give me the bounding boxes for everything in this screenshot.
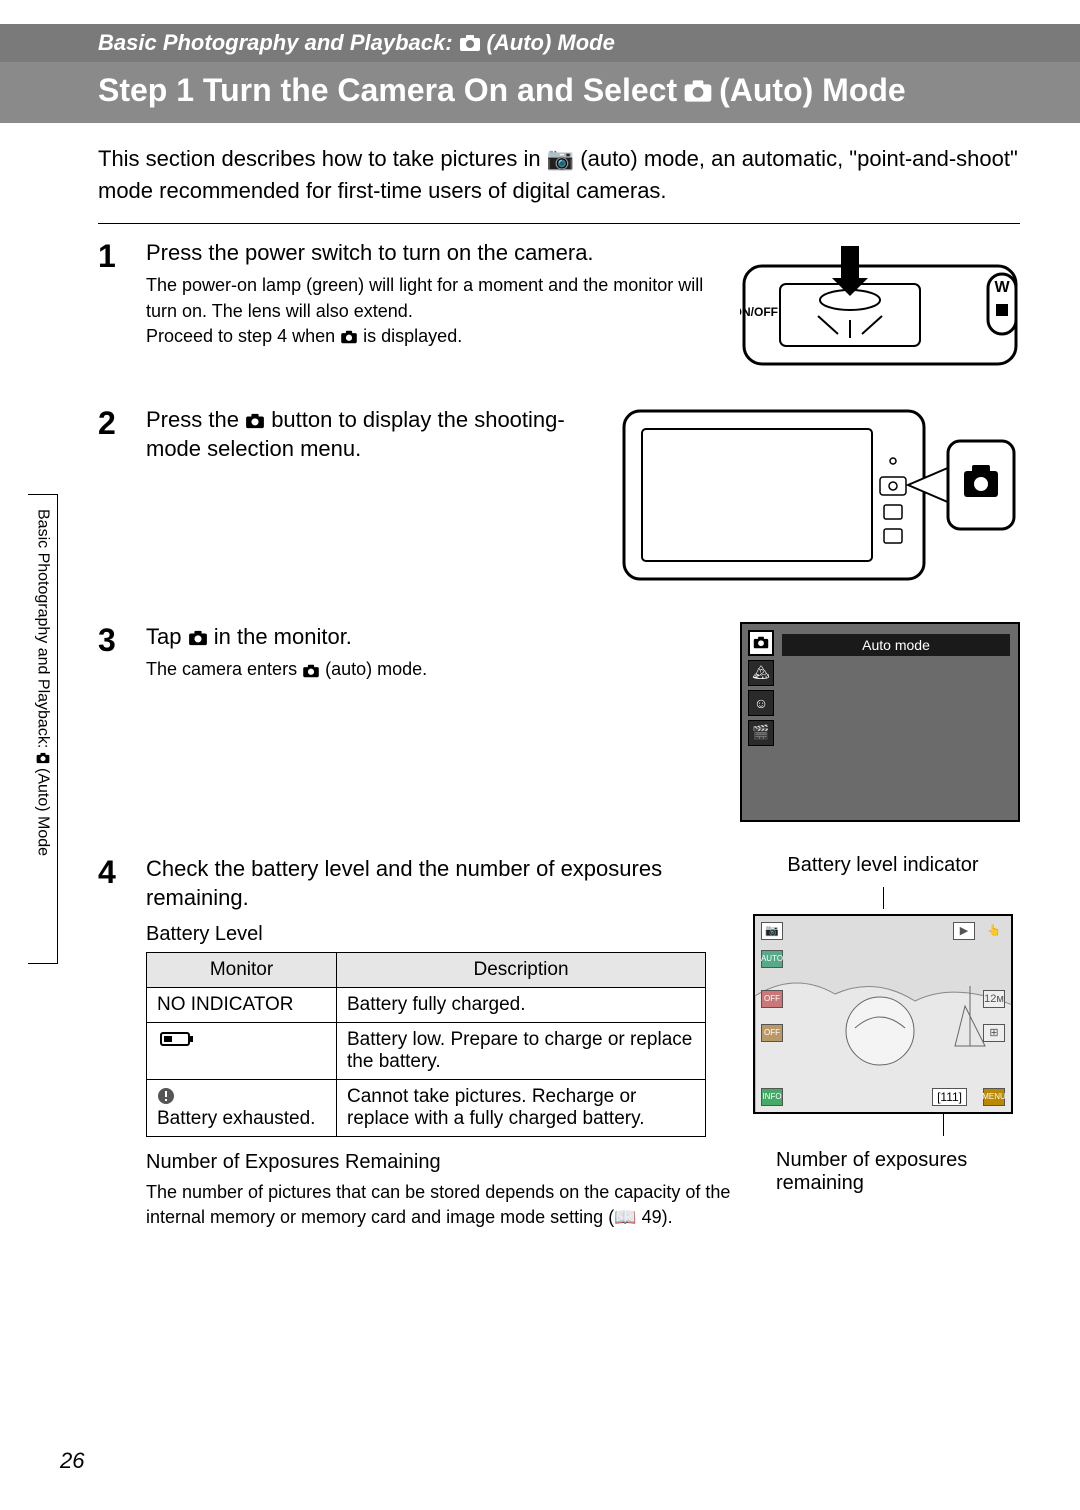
camera-screen: 📷 ▶ 👆 AUTO OFF OFF INFO ⊞ 12м MENU [111]	[753, 914, 1013, 1114]
step-3-illustration: 🏔 ☺ 🎬 Auto mode	[740, 622, 1020, 822]
exposures-remaining-label: Number of exposures remaining	[776, 1149, 1020, 1195]
desc-pre: Proceed to step 4 when	[146, 326, 335, 346]
mode-movie-icon: 🎬	[748, 720, 774, 746]
step-desc: The power-on lamp (green) will light for…	[146, 273, 726, 323]
content-area: This section describes how to take pictu…	[0, 123, 1080, 1249]
monitor-screen: 🏔 ☺ 🎬 Auto mode	[740, 622, 1020, 822]
screen-size-icon: 12м	[983, 990, 1005, 1008]
camera-icon	[245, 413, 265, 429]
step-2-illustration	[620, 405, 1020, 590]
screen-camera-icon: 📷	[761, 922, 783, 940]
step-desc: The camera enters (auto) mode.	[146, 657, 726, 682]
step-3: 3 Tap in the monitor. The camera enters …	[98, 608, 1020, 840]
screen-continuous-icon: ⊞	[983, 1024, 1005, 1042]
step-number: 4	[98, 854, 132, 888]
screen-off2-badge: OFF	[761, 1024, 783, 1042]
mode-banner: Auto mode	[782, 634, 1010, 656]
onoff-label: ON/OFF	[740, 305, 778, 319]
warning-icon	[157, 1087, 175, 1105]
table-row: Battery exhausted. Cannot take pictures.…	[147, 1080, 706, 1137]
title-pre: Tap	[146, 624, 181, 649]
breadcrumb-suffix: (Auto) Mode	[487, 30, 615, 56]
step-body: Press the button to display the shooting…	[146, 405, 606, 590]
screen-touch-icon: 👆	[983, 922, 1005, 940]
step-title: Tap in the monitor.	[146, 622, 726, 652]
camera-icon	[36, 752, 50, 764]
step-2: 2 Press the button to display the shooti…	[98, 391, 1020, 608]
breadcrumb-prefix: Basic Photography and Playback:	[98, 30, 453, 56]
desc-pre: The camera enters	[146, 659, 297, 679]
step-1: 1 Press the power switch to turn on the …	[98, 224, 1020, 391]
header-breadcrumb: Basic Photography and Playback: (Auto) M…	[0, 24, 1080, 62]
screen-menu-badge: MENU	[983, 1088, 1005, 1106]
screen-info-badge: INFO	[761, 1088, 783, 1106]
mode-strip: 🏔 ☺ 🎬	[748, 630, 774, 746]
cell-desc: Cannot take pictures. Recharge or replac…	[337, 1080, 706, 1137]
exposures-heading: Number of Exposures Remaining	[146, 1151, 732, 1174]
screen-off1-badge: OFF	[761, 990, 783, 1008]
cell-desc: Battery low. Prepare to charge or replac…	[337, 1023, 706, 1080]
side-tab: Basic Photography and Playback: (Auto) M…	[28, 494, 58, 964]
table-row: Battery low. Prepare to charge or replac…	[147, 1023, 706, 1080]
intro-text: This section describes how to take pictu…	[98, 143, 1020, 207]
mode-auto-icon	[748, 630, 774, 656]
camera-icon	[188, 630, 208, 646]
camera-icon	[302, 664, 320, 678]
table-header-row: Monitor Description	[147, 953, 706, 988]
table-row: NO INDICATOR Battery fully charged.	[147, 988, 706, 1023]
cell-monitor: Battery exhausted.	[147, 1080, 337, 1137]
col-monitor: Monitor	[147, 953, 337, 988]
side-tab-prefix: Basic Photography and Playback:	[34, 509, 52, 748]
step-number: 1	[98, 238, 132, 373]
exposures-text: The number of pictures that can be store…	[146, 1180, 732, 1230]
cell-desc: Battery fully charged.	[337, 988, 706, 1023]
mode-scene-icon: 🏔	[748, 660, 774, 686]
cell-text: Battery exhausted.	[157, 1108, 315, 1129]
title-post: in the monitor.	[214, 624, 352, 649]
battery-table: Monitor Description NO INDICATOR Battery…	[146, 952, 706, 1137]
step-4-illustration: Battery level indicator 📷 ▶ 👆 AUTO OFF O…	[746, 854, 1020, 1195]
col-description: Description	[337, 953, 706, 988]
step-1-illustration: ON/OFF W	[740, 238, 1020, 373]
step-desc-2: Proceed to step 4 when is displayed.	[146, 324, 726, 349]
step-body: Tap in the monitor. The camera enters (a…	[146, 622, 726, 822]
title-prefix: Step 1 Turn the Camera On and Select	[98, 72, 677, 109]
battery-level-heading: Battery Level	[146, 923, 732, 946]
step-number: 2	[98, 405, 132, 590]
camera-icon	[459, 34, 481, 52]
step-body: Press the power switch to turn on the ca…	[146, 238, 726, 373]
title-suffix: (Auto) Mode	[719, 72, 906, 109]
battery-indicator-label: Battery level indicator	[746, 854, 1020, 877]
step-title: Check the battery level and the number o…	[146, 854, 666, 913]
desc-post: is displayed.	[363, 326, 462, 346]
step-body: Check the battery level and the number o…	[146, 854, 732, 1231]
mode-smile-icon: ☺	[748, 690, 774, 716]
page-title: Step 1 Turn the Camera On and Select (Au…	[0, 62, 1080, 123]
screen-count: [111]	[932, 1088, 967, 1106]
step-title: Press the power switch to turn on the ca…	[146, 238, 726, 268]
step-4: 4 Check the battery level and the number…	[98, 840, 1020, 1249]
step-number: 3	[98, 622, 132, 822]
screen-auto-badge: AUTO	[761, 950, 783, 968]
camera-icon	[683, 79, 713, 103]
battery-low-icon	[157, 1029, 197, 1049]
desc-post: (auto) mode.	[325, 659, 427, 679]
title-pre: Press the	[146, 407, 239, 432]
screen-play-icon: ▶	[953, 922, 975, 940]
cell-monitor: NO INDICATOR	[147, 988, 337, 1023]
page-number: 26	[60, 1448, 84, 1474]
camera-icon	[340, 330, 358, 344]
step-title: Press the button to display the shooting…	[146, 405, 606, 464]
cell-monitor	[147, 1023, 337, 1080]
w-label: W	[994, 279, 1010, 296]
side-tab-suffix: (Auto) Mode	[34, 768, 52, 856]
